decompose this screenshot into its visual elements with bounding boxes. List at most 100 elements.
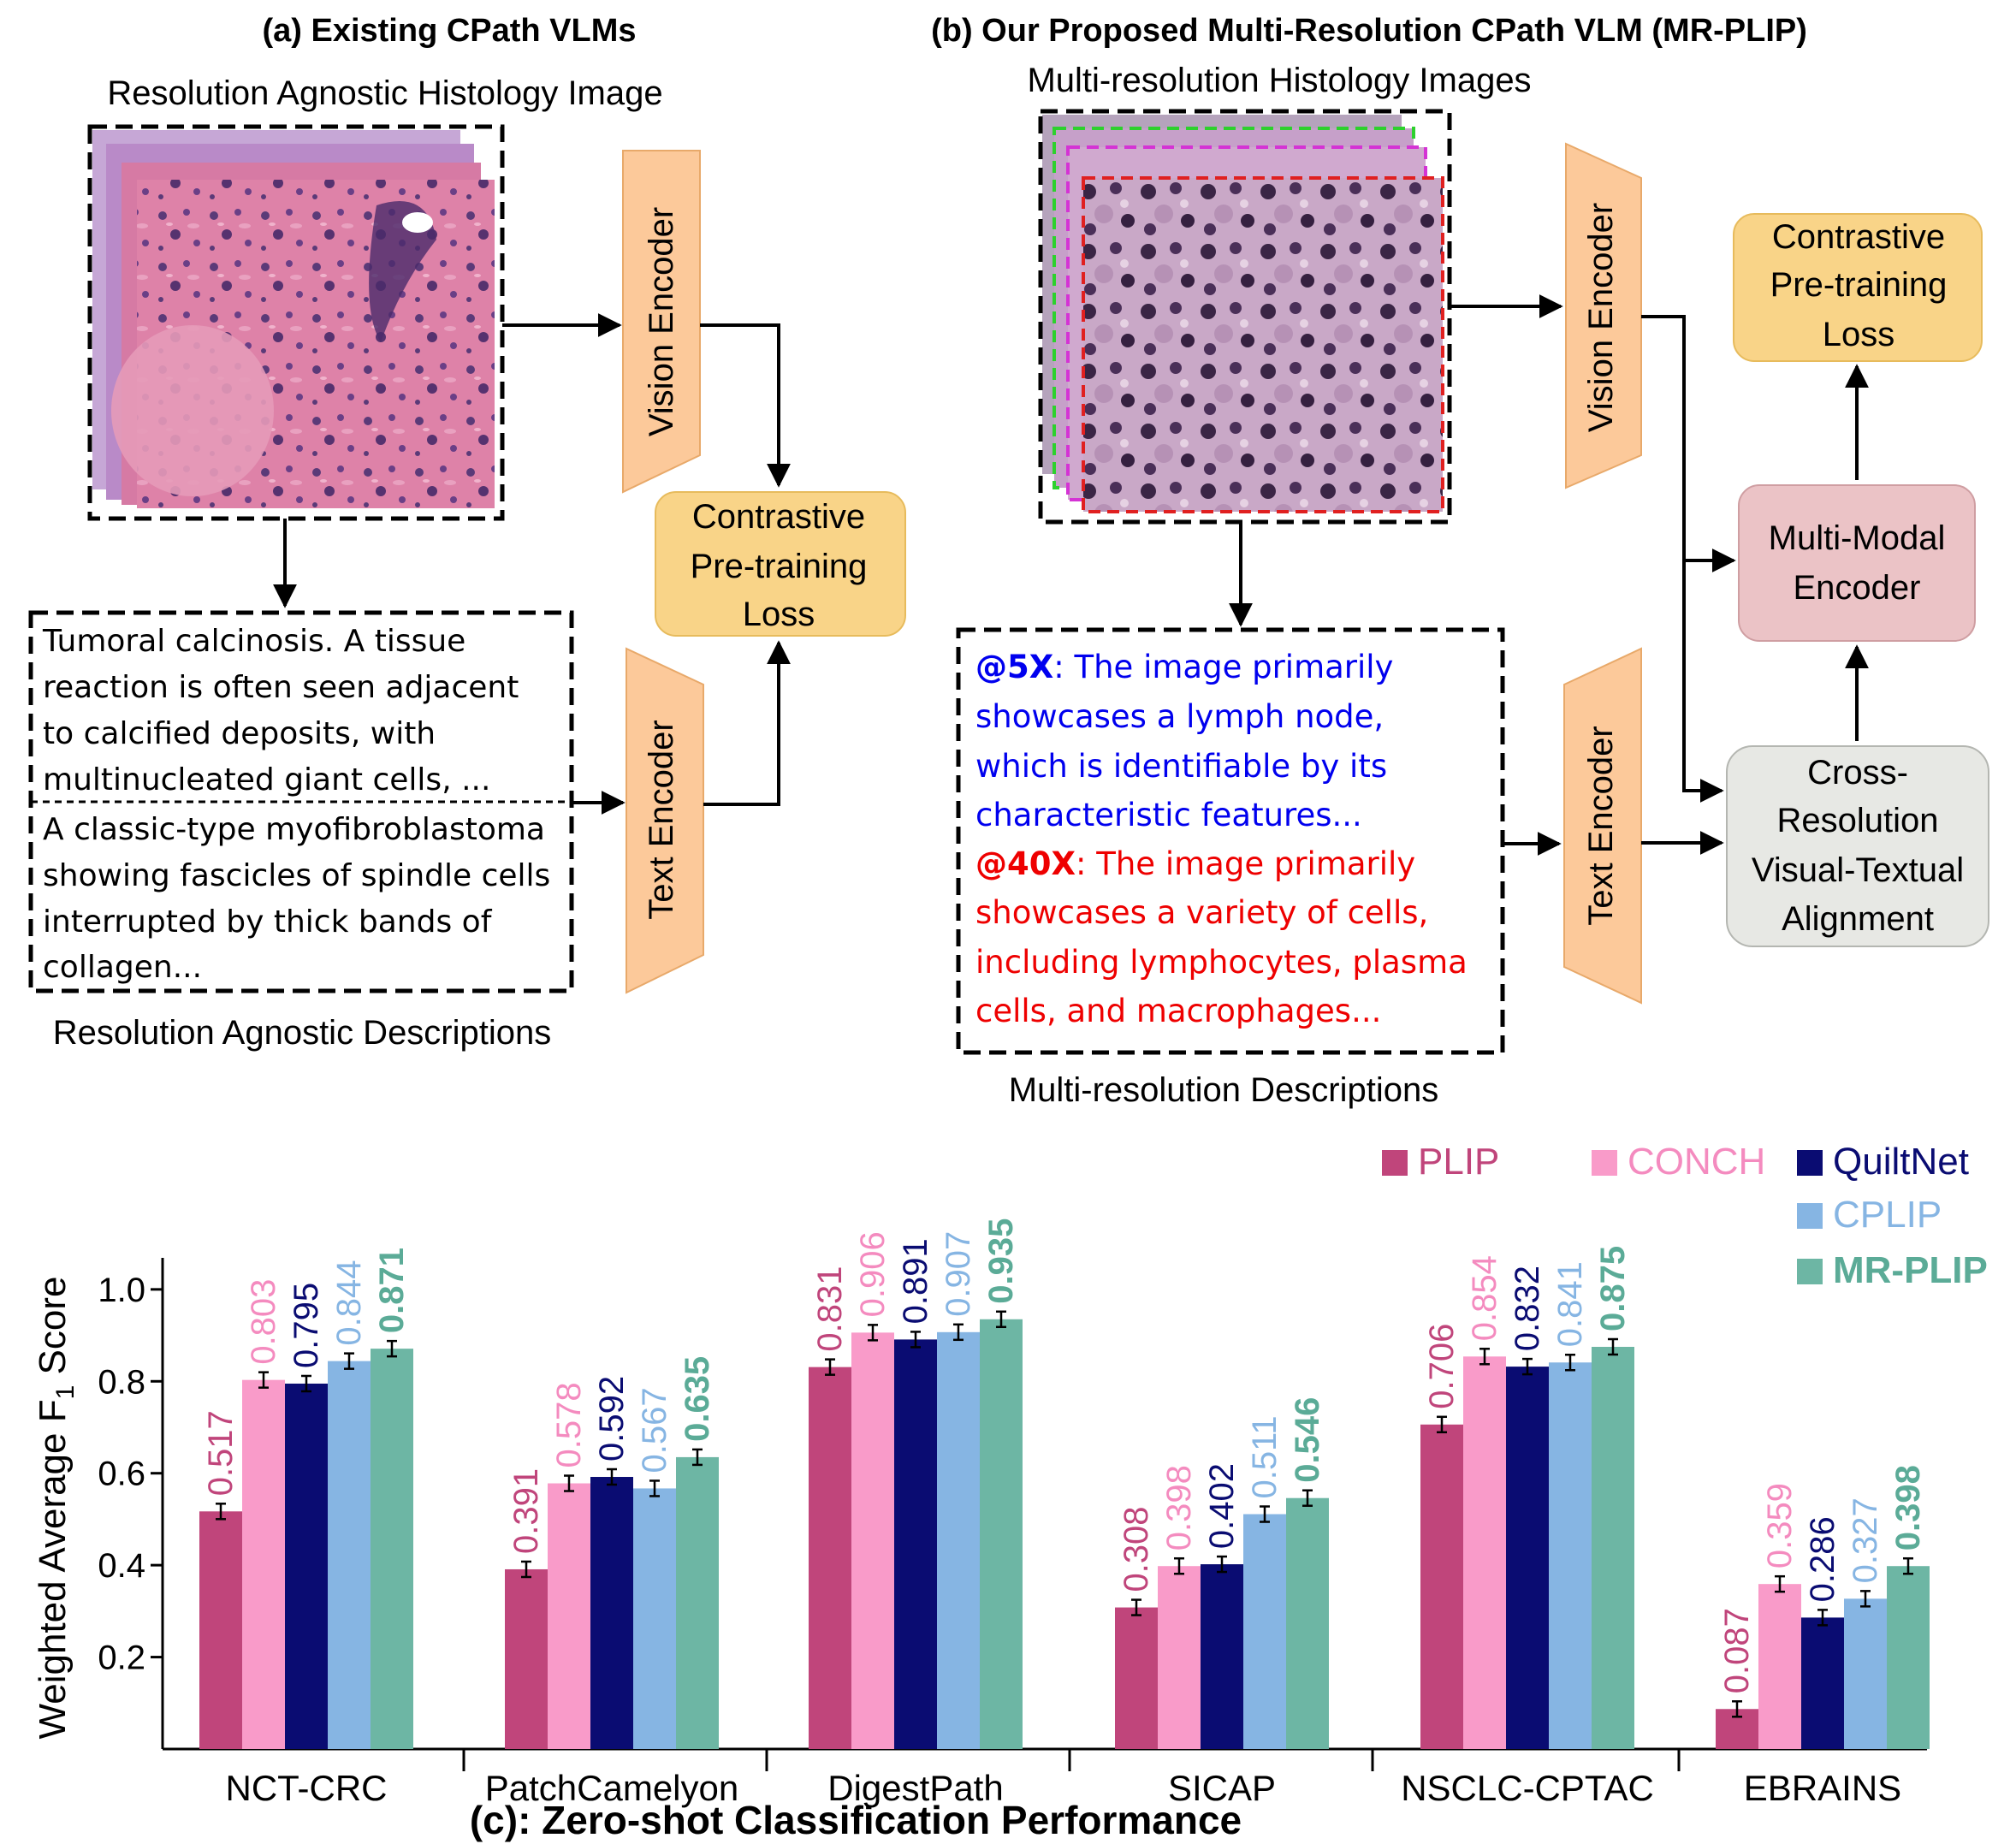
panel-a-vision-encoder: Vision Encoder bbox=[622, 150, 701, 494]
chart-data-label: 0.402 bbox=[1203, 1463, 1241, 1549]
chart-bar bbox=[1286, 1497, 1329, 1749]
chart-bar bbox=[328, 1361, 371, 1749]
chart-legend-label: QuiltNet bbox=[1833, 1141, 1969, 1183]
chart-data-label: 0.875 bbox=[1594, 1246, 1632, 1331]
chart-data-label: 0.398 bbox=[1889, 1465, 1927, 1551]
chart-x-tick-label: DigestPath bbox=[827, 1768, 1003, 1808]
desc1-line-2: reaction is often seen adjacent bbox=[43, 670, 519, 705]
chart-bar bbox=[1758, 1584, 1801, 1749]
chart-bar bbox=[1158, 1566, 1201, 1749]
chart-data-label: 0.841 bbox=[1551, 1261, 1589, 1347]
desc-40x-tag: @40X bbox=[975, 845, 1076, 882]
chart-bar bbox=[1463, 1356, 1506, 1749]
chart-bar bbox=[371, 1349, 413, 1749]
panel-b-loss-line-3: Loss bbox=[1823, 316, 1895, 353]
chart-bar bbox=[1801, 1617, 1844, 1749]
chart-x-tick-label: NCT-CRC bbox=[226, 1768, 388, 1808]
chart-legend-swatch bbox=[1382, 1150, 1408, 1176]
panel-b-description-caption: Multi-resolution Descriptions bbox=[1009, 1071, 1438, 1109]
chart-bar bbox=[1549, 1362, 1592, 1749]
chart-data-label: 0.308 bbox=[1118, 1506, 1155, 1592]
chart-bar bbox=[1506, 1367, 1549, 1749]
chart-bar bbox=[1844, 1598, 1887, 1749]
chart-legend-swatch bbox=[1797, 1203, 1823, 1229]
chart-y-tick-label: 0.4 bbox=[98, 1547, 145, 1585]
chart-data-label: 0.359 bbox=[1761, 1483, 1799, 1568]
chart-bar bbox=[242, 1379, 285, 1749]
zero-shot-bar-chart: 0.2 0.4 0.6 0.8 1.0 NCT-CRC PatchCamelyon Diges… bbox=[32, 1141, 1988, 1842]
panel-a-title: (a) Existing CPath VLMs bbox=[262, 13, 636, 49]
panel-a-arrows bbox=[273, 313, 791, 815]
multimodal-line-1: Multi-Modal bbox=[1769, 519, 1946, 557]
panel-b-description-box: @5X: The image primarily showcases a lym… bbox=[956, 627, 1505, 1055]
desc-5x-line-3: which is identifiable by its bbox=[975, 748, 1387, 785]
chart-bar bbox=[505, 1568, 548, 1749]
chart-legend-swatch bbox=[1592, 1150, 1617, 1176]
chart-bar bbox=[548, 1483, 590, 1749]
desc-40x-text-1: : The image primarily bbox=[1076, 845, 1415, 882]
chart-data-label: 0.398 bbox=[1160, 1465, 1198, 1551]
panel-b-loss-line-1: Contrastive bbox=[1772, 218, 1945, 256]
panel-a-contrastive-loss: Contrastive Pre-training Loss bbox=[655, 491, 906, 637]
multimodal-line-2: Encoder bbox=[1794, 569, 1921, 607]
desc-5x-tag: @5X bbox=[975, 649, 1053, 685]
chart-bar bbox=[1201, 1564, 1243, 1749]
panel-a-text-encoder-label: Text Encoder bbox=[643, 720, 680, 919]
panel-a-text-encoder: Text Encoder bbox=[626, 647, 704, 994]
panel-b-text-encoder-label: Text Encoder bbox=[1582, 726, 1620, 925]
arrow-text-to-loss bbox=[703, 640, 791, 806]
desc-40x-line-1: @40X: The image primarily bbox=[975, 845, 1415, 882]
chart-bar bbox=[676, 1456, 719, 1749]
chart-bar bbox=[1592, 1347, 1634, 1749]
chart-bar bbox=[633, 1488, 676, 1749]
chart-x-tick-label: SICAP bbox=[1168, 1768, 1276, 1808]
panel-b-title: (b) Our Proposed Multi-Resolution CPath … bbox=[931, 13, 1807, 49]
panel-b-loss-line-2: Pre-training bbox=[1770, 266, 1948, 304]
chart-data-label: 0.567 bbox=[636, 1387, 673, 1473]
panel-b-contrastive-loss: Contrastive Pre-training Loss bbox=[1733, 213, 1983, 362]
chart-legend-swatch bbox=[1797, 1259, 1823, 1284]
cross-resolution-alignment: Cross- Resolution Visual-Textual Alignme… bbox=[1726, 745, 1989, 947]
desc-40x-line-4: cells, and macrophages... bbox=[975, 993, 1381, 1029]
chart-data-label: 0.906 bbox=[854, 1231, 892, 1317]
panel-a-loss-line-1: Contrastive bbox=[692, 498, 865, 536]
chart-y-axis-label: Weighted Average F1 Score bbox=[32, 1277, 80, 1740]
chart-x-tick-label: NSCLC-CPTAC bbox=[1401, 1768, 1654, 1808]
chart-data-label: 0.511 bbox=[1246, 1415, 1284, 1498]
panel-a-image-frame bbox=[87, 124, 505, 521]
chart-bar bbox=[590, 1477, 633, 1749]
chart-bar bbox=[1243, 1514, 1286, 1749]
panel-b-text-encoder: Text Encoder bbox=[1563, 647, 1642, 1005]
arrow-vision-to-loss bbox=[700, 323, 791, 488]
chart-legend-label: MR-PLIP bbox=[1833, 1249, 1988, 1291]
multires-image-main bbox=[1083, 178, 1443, 512]
desc-5x-line-4: characteristic features... bbox=[975, 797, 1362, 833]
arrow-vision-to-crossres bbox=[1641, 315, 1724, 803]
chart-bar bbox=[937, 1331, 980, 1749]
histology-nodule bbox=[111, 325, 274, 496]
crossres-line-4: Alignment bbox=[1782, 900, 1934, 938]
chart-bar bbox=[1420, 1424, 1463, 1749]
chart-legend-label: CPLIP bbox=[1833, 1194, 1942, 1236]
panel-a-description-box: Tumoral calcinosis. A tissue reaction is… bbox=[28, 610, 574, 993]
panel-b-description-frame bbox=[956, 627, 1505, 1055]
panel-b-image-caption: Multi-resolution Histology Images bbox=[1027, 62, 1531, 99]
chart-data-label: 0.871 bbox=[373, 1248, 411, 1333]
panel-a-vision-encoder-label: Vision Encoder bbox=[643, 207, 680, 436]
chart-data-label: 0.327 bbox=[1847, 1497, 1884, 1583]
panel-b-vision-encoder: Vision Encoder bbox=[1565, 142, 1642, 489]
chart-data-label: 0.635 bbox=[679, 1356, 716, 1442]
panel-a-image-caption: Resolution Agnostic Histology Image bbox=[107, 74, 662, 112]
desc1-line-4: multinucleated giant cells, ... bbox=[43, 762, 490, 797]
chart-data-label: 0.854 bbox=[1466, 1255, 1503, 1341]
chart-data-label: 0.087 bbox=[1718, 1608, 1756, 1693]
chart-data-label: 0.546 bbox=[1289, 1397, 1326, 1483]
chart-data-label: 0.578 bbox=[550, 1382, 588, 1467]
chart-bar bbox=[980, 1319, 1023, 1749]
multimodal-encoder: Multi-Modal Encoder bbox=[1738, 484, 1976, 642]
panel-a-description-caption: Resolution Agnostic Descriptions bbox=[53, 1014, 552, 1052]
panel-b-vision-encoder-label: Vision Encoder bbox=[1582, 203, 1620, 432]
histology-lumen bbox=[402, 212, 433, 233]
desc2-line-3: interrupted by thick bands of bbox=[43, 904, 493, 940]
